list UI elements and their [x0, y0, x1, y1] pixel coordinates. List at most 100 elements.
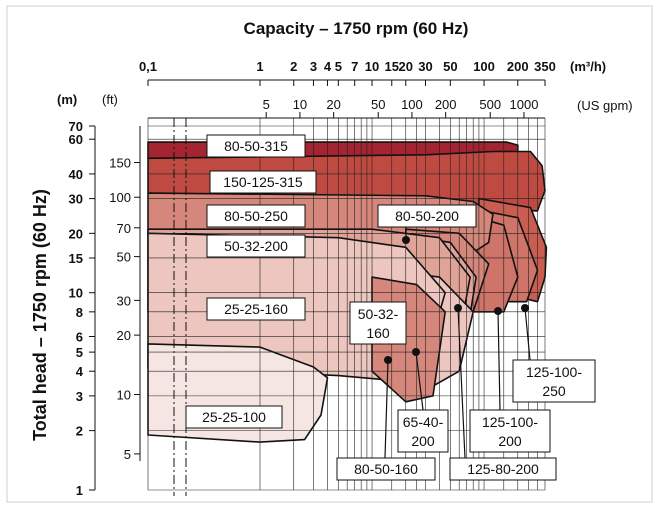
series-label-80-50-315: 80-50-315: [206, 134, 306, 158]
label-text: 80-50-200: [395, 208, 459, 224]
label-text-line1: 50-32-: [358, 306, 399, 322]
y-ft-tick-label: 10: [117, 388, 131, 403]
series-label-80-50-250: 80-50-250: [206, 204, 306, 228]
y-ft-tick-label: 50: [117, 250, 131, 265]
x-m3h-tick-label: 5: [335, 59, 342, 74]
y-m-tick-label: 70: [69, 119, 83, 134]
y-m-tick-label: 30: [69, 192, 83, 207]
leader-dot-125-100-200: [494, 307, 502, 315]
label-box: [206, 297, 306, 321]
label-text-line2: 200: [498, 433, 522, 449]
y-m-tick-label: 10: [69, 286, 83, 301]
leader-dot-65-40-200: [412, 348, 420, 356]
label-text-line1: 65-40-: [403, 414, 444, 430]
x-m3h-tick-label: 10: [365, 59, 379, 74]
chart-title: Capacity – 1750 rpm (60 Hz): [244, 19, 469, 38]
x-gpm-tick-label: 500: [479, 97, 501, 112]
x-m3h-tick-label: 20: [399, 59, 413, 74]
label-box: [397, 409, 449, 453]
x-m3h-tick-label: 100: [473, 59, 495, 74]
x-gpm-tick-label: 1000: [510, 97, 539, 112]
y-ft-tick-label: 150: [109, 155, 131, 170]
series-label-125-100-200: 125-100- 200: [469, 409, 551, 453]
series-label-65-40-200: 65-40- 200: [397, 409, 449, 453]
label-box: [512, 359, 596, 403]
x-m3h-tick-label: 4: [324, 59, 332, 74]
x-m3h-tick-label: 1: [256, 59, 263, 74]
label-box: [469, 409, 551, 453]
y-m-tick-label: 60: [69, 132, 83, 147]
label-text: 25-25-160: [224, 301, 288, 317]
leader-line-125-80-200: [457, 307, 466, 459]
x-m3h-tick-label: 350: [534, 59, 556, 74]
label-text: 80-50-160: [354, 461, 418, 477]
y-ft-tick-label: 30: [117, 293, 131, 308]
label-text: 80-50-315: [224, 138, 288, 154]
y-m-tick-label: 5: [76, 345, 83, 360]
label-box: [349, 301, 407, 345]
label-text-line1: 125-100-: [482, 414, 538, 430]
y-m-tick-label: 1: [76, 483, 83, 498]
x-m3h-tick-label: 30: [418, 59, 432, 74]
series-label-80-50-160: 80-50-160: [336, 457, 436, 481]
label-text: 25-25-100: [202, 409, 266, 425]
y-axis-title: Total head – 1750 rpm (60 Hz): [30, 189, 50, 441]
label-box: [185, 405, 283, 429]
x-m3h-tick-label: 50: [443, 59, 457, 74]
label-text-line2: 160: [366, 325, 390, 341]
series-label-125-100-250: 125-100- 250: [512, 359, 596, 403]
series-label-25-25-160: 25-25-160: [206, 297, 306, 321]
leader-line-80-50-160: [384, 359, 389, 459]
label-text-line2: 250: [542, 383, 566, 399]
x-gpm-tick-label: 200: [435, 97, 457, 112]
label-box: [449, 457, 557, 481]
y-m-tick-label: 15: [69, 251, 83, 266]
series-labels: 80-50-315 150-125-315 80-50-250 80-50-200 50…: [185, 134, 596, 481]
y-ft-tick-label: 70: [117, 221, 131, 236]
leader-dot-125-80-200: [454, 304, 462, 312]
leader-dot-125-100-250: [521, 304, 529, 312]
leader-dot-80-50-200: [402, 236, 410, 244]
y-m-tick-label: 3: [76, 389, 83, 404]
x-gpm-tick-label: 50: [371, 97, 385, 112]
x-m3h-tick-label: 0,1: [139, 59, 157, 74]
label-box: [206, 204, 306, 228]
label-text: 125-80-200: [467, 461, 539, 477]
y-m-tick-label: 8: [76, 305, 83, 320]
series-label-50-32-160: 50-32- 160: [349, 301, 407, 345]
y-m-tick-label: 20: [69, 226, 83, 241]
y-m-tick-label: 40: [69, 167, 83, 182]
y-m-tick-label: 6: [76, 329, 83, 344]
series-label-25-25-100: 25-25-100: [185, 405, 283, 429]
y-m-unit: (m): [57, 92, 77, 107]
label-text: 80-50-250: [224, 208, 288, 224]
y-ft-tick-label: 5: [124, 447, 131, 462]
series-label-125-80-200: 125-80-200: [449, 457, 557, 481]
label-box: [336, 457, 436, 481]
leader-line-65-40-200: [415, 351, 424, 411]
leader-line-125-100-250: [524, 307, 531, 361]
leader-dot-80-50-160: [384, 356, 392, 364]
x-m3h-tick-label: 7: [351, 59, 358, 74]
series-label-50-32-200: 50-32-200: [206, 234, 306, 258]
x-gpm-tick-label: 5: [263, 97, 270, 112]
pump-curve-zones: [147, 141, 548, 443]
y-m-tick-label: 4: [76, 364, 84, 379]
x-m3h-tick-label: 200: [507, 59, 529, 74]
x-gpm-tick-label: 100: [401, 97, 423, 112]
label-box: [377, 204, 477, 228]
x-gpm-unit: (US gpm): [577, 98, 633, 113]
series-label-80-50-200: 80-50-200: [377, 204, 477, 228]
series-label-150-125-315: 150-125-315: [209, 170, 317, 194]
label-text-line1: 125-100-: [526, 364, 582, 380]
label-leaders: [384, 227, 531, 459]
x-m3h-tick-label: 2: [290, 59, 297, 74]
y-ft-tick-label: 100: [109, 190, 131, 205]
chart-frame: [6, 5, 653, 503]
x-m3h-tick-label: 3: [310, 59, 317, 74]
label-text: 50-32-200: [224, 238, 288, 254]
label-text-line2: 200: [411, 433, 435, 449]
label-box: [209, 170, 317, 194]
